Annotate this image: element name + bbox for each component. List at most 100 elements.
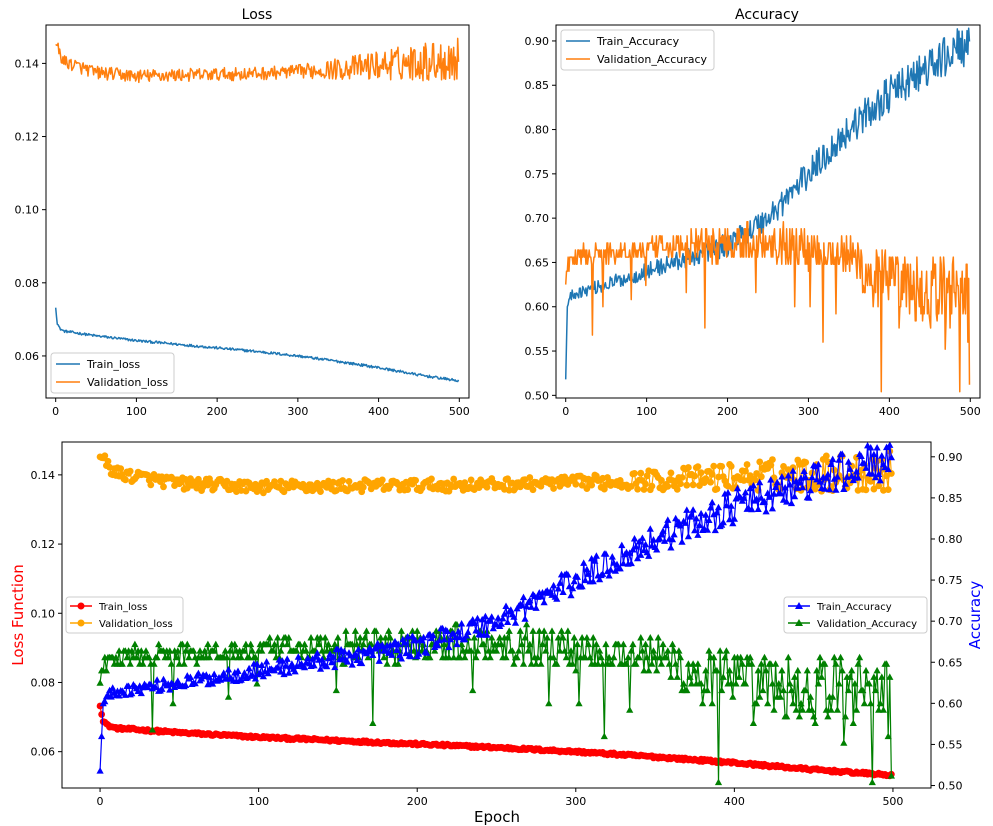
combined-train-accuracy-marker-464 [832, 486, 840, 493]
combined-train-accuracy-marker-54 [182, 681, 190, 688]
combined-validation-accuracy-marker-394 [721, 653, 729, 661]
combined-train-accuracy-marker-286 [550, 581, 558, 589]
combined-validation-loss-marker-258 [505, 486, 513, 494]
combined-validation-loss-marker-337 [631, 469, 638, 477]
combined-train-accuracy-marker-26 [137, 689, 145, 697]
combined-validation-loss-marker-366 [677, 480, 684, 488]
combined-validation-accuracy-marker-443 [799, 706, 807, 713]
combined-train-accuracy-marker-57 [186, 673, 194, 680]
combined-validation-accuracy-marker-23 [132, 653, 141, 661]
combined-train-accuracy-marker-253 [497, 620, 505, 627]
combined-validation-accuracy-marker-140 [318, 647, 326, 654]
combined-validation-accuracy-marker-470 [841, 712, 849, 720]
loss-ytick-label-0.12: 0.12 [15, 131, 40, 144]
combined-train-accuracy-marker-246 [486, 616, 494, 623]
combined-validation-accuracy-marker-412 [749, 719, 757, 726]
combined-train-accuracy-marker-383 [703, 526, 711, 533]
combined-train-accuracy-marker-387 [710, 510, 718, 518]
combined-train-accuracy-marker-186 [391, 637, 399, 645]
combined-train-accuracy-marker-411 [748, 505, 756, 513]
combined-validation-accuracy-marker-472 [844, 686, 853, 694]
combined-validation-accuracy-marker-335 [627, 647, 635, 654]
loss-ytick-label-0.08: 0.08 [15, 277, 40, 290]
combined-subplot: 0 100 200 300 400 500 0.06 0.08 0.10 0.12 0.14 0.50… [9, 441, 984, 826]
combined-train-accuracy-marker-226 [454, 627, 462, 635]
combined-train-accuracy-marker-225 [453, 640, 461, 648]
combined-validation-accuracy-marker-426 [772, 660, 780, 667]
combined-train-accuracy-marker-313 [592, 552, 600, 559]
combined-train-accuracy-marker-119 [285, 669, 293, 676]
legend-label-train-loss-2: Train_loss [98, 602, 147, 613]
combined-train-accuracy-marker-457 [821, 485, 829, 492]
combined-train-accuracy-marker-351 [653, 546, 661, 553]
legend-label-validation-loss-2: Validation_loss [99, 619, 173, 630]
combined-train-accuracy-marker-399 [729, 519, 737, 527]
combined-train-accuracy-marker-301 [573, 573, 581, 580]
accuracy-ytick-label-0.50: 0.50 [525, 389, 550, 402]
combined-validation-accuracy-marker-401 [732, 680, 740, 687]
combined-validation-loss-marker-166 [359, 483, 367, 491]
combined-left-ytick-label-0.14: 0.14 [31, 469, 56, 482]
combined-validation-accuracy-marker-442 [797, 699, 805, 707]
combined-validation-accuracy-marker-360 [667, 673, 675, 680]
combined-validation-accuracy-marker-405 [738, 660, 746, 667]
combined-left-xtick-label-100: 100 [248, 795, 269, 808]
loss-xtick-label-200: 200 [207, 405, 228, 418]
combined-validation-accuracy-marker-256 [502, 653, 510, 661]
combined-train-accuracy-marker-367 [678, 538, 686, 545]
combined-train-accuracy-marker-441 [795, 479, 803, 486]
combined-validation-accuracy-marker-321 [605, 653, 613, 661]
combined-validation-loss-marker-375 [691, 472, 699, 480]
combined-train-accuracy-marker-16 [121, 691, 129, 698]
combined-train-accuracy-marker-334 [626, 549, 634, 556]
combined-validation-accuracy-marker-133 [307, 634, 315, 641]
combined-validation-loss-marker-483 [862, 486, 870, 494]
combined-train-accuracy-marker-247 [488, 613, 496, 620]
combined-validation-accuracy-marker-124 [293, 647, 301, 654]
combined-train-accuracy-marker-438 [791, 492, 799, 500]
combined-validation-accuracy-marker-167 [361, 634, 369, 641]
train-accuracy-line [564, 27, 971, 380]
loss-ytick-label-0.14: 0.14 [15, 57, 40, 70]
combined-validation-accuracy-marker-234 [467, 647, 475, 654]
combined-validation-accuracy-marker-462 [829, 693, 837, 700]
combined-validation-accuracy-marker-294 [562, 653, 570, 661]
combined-validation-accuracy-marker-114 [277, 647, 285, 654]
combined-validation-loss-marker-423 [767, 461, 775, 469]
combined-validation-accuracy-marker-247 [488, 634, 496, 641]
combined-train-accuracy-marker-361 [668, 535, 677, 543]
combined-validation-loss-marker-458 [822, 452, 830, 460]
combined-train-accuracy-marker-321 [605, 572, 613, 579]
combined-train-accuracy-marker-377 [694, 531, 702, 538]
combined-validation-accuracy-marker-434 [784, 653, 792, 661]
combined-validation-accuracy-marker-340 [635, 653, 643, 661]
combined-validation-loss-marker-105 [263, 477, 270, 485]
combined-validation-loss-marker-417 [757, 473, 765, 481]
combined-train-accuracy-marker-378 [695, 521, 704, 529]
combined-train-accuracy-marker-480 [857, 452, 865, 459]
combined-train-accuracy-marker-339 [634, 554, 642, 562]
combined-validation-accuracy-marker-72 [210, 647, 218, 654]
combined-train-accuracy-marker-461 [827, 460, 835, 467]
combined-validation-accuracy-marker-314 [594, 660, 602, 667]
combined-validation-accuracy-marker-353 [656, 653, 664, 661]
accuracy-ytick-label-0.60: 0.60 [525, 301, 550, 314]
combined-validation-accuracy-marker-276 [534, 653, 542, 661]
combined-train-accuracy-marker-196 [407, 652, 415, 660]
combined-validation-loss-marker-230 [461, 479, 469, 487]
combined-validation-accuracy-marker-377 [694, 660, 702, 667]
combined-validation-accuracy-marker-197 [408, 627, 417, 634]
combined-train-accuracy-marker-422 [765, 493, 773, 500]
combined-validation-accuracy-marker-162 [353, 640, 361, 648]
loss-xtick-label-500: 500 [449, 405, 470, 418]
combined-legend-left: Train_loss Validation_loss [65, 596, 184, 634]
combined-validation-accuracy-marker-31 [145, 653, 153, 661]
combined-train-accuracy-marker-106 [264, 669, 272, 677]
combined-validation-loss-marker-244 [483, 483, 491, 491]
combined-validation-accuracy-marker-43 [164, 653, 172, 661]
combined-train-accuracy-marker-289 [554, 585, 562, 592]
combined-train-accuracy-marker-117 [282, 662, 290, 669]
combined-train-accuracy-marker-393 [719, 518, 727, 526]
combined-validation-accuracy-marker-332 [622, 660, 631, 667]
combined-train-accuracy-marker-232 [464, 628, 472, 635]
